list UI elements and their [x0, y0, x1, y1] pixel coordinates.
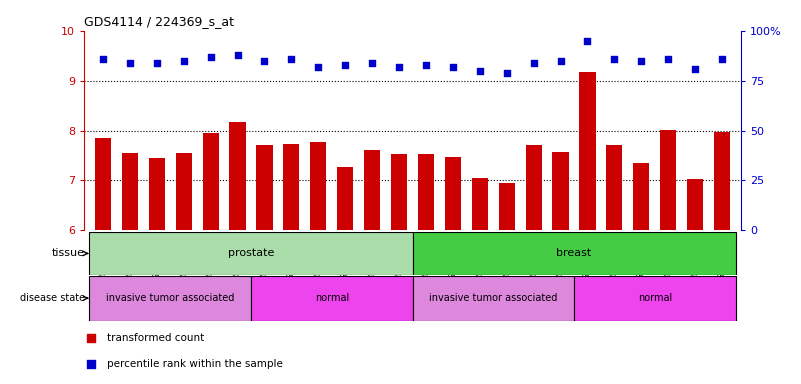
- Bar: [579, 72, 596, 230]
- Bar: [337, 167, 353, 230]
- Bar: [149, 158, 165, 230]
- Point: [608, 56, 621, 62]
- Bar: [634, 163, 650, 230]
- Bar: [606, 144, 622, 230]
- Point: [501, 70, 513, 76]
- Point: [473, 68, 486, 74]
- Bar: [251, 276, 413, 321]
- Point: [177, 58, 190, 64]
- Point: [554, 58, 567, 64]
- Bar: [418, 154, 434, 230]
- Bar: [687, 179, 703, 230]
- Bar: [122, 153, 138, 230]
- Point: [446, 64, 459, 70]
- Bar: [660, 129, 676, 230]
- Bar: [90, 232, 413, 275]
- Bar: [90, 276, 251, 321]
- Text: breast: breast: [557, 248, 592, 258]
- Bar: [413, 232, 735, 275]
- Point: [635, 58, 648, 64]
- Text: normal: normal: [315, 293, 349, 303]
- Bar: [574, 276, 735, 321]
- Point: [84, 334, 97, 341]
- Bar: [472, 179, 488, 230]
- Bar: [203, 133, 219, 230]
- Point: [366, 60, 379, 66]
- Bar: [413, 276, 574, 321]
- Text: transformed count: transformed count: [107, 333, 204, 343]
- Point: [689, 66, 702, 72]
- Bar: [310, 142, 326, 230]
- Point: [123, 60, 136, 66]
- Point: [527, 60, 540, 66]
- Bar: [445, 157, 461, 230]
- Text: percentile rank within the sample: percentile rank within the sample: [107, 359, 283, 369]
- Text: tissue: tissue: [51, 248, 88, 258]
- Bar: [525, 144, 541, 230]
- Bar: [256, 144, 272, 230]
- Bar: [229, 122, 246, 230]
- Point: [420, 61, 433, 68]
- Bar: [499, 183, 515, 230]
- Text: GDS4114 / 224369_s_at: GDS4114 / 224369_s_at: [84, 15, 234, 28]
- Point: [581, 38, 594, 44]
- Point: [312, 64, 324, 70]
- Bar: [391, 154, 407, 230]
- Bar: [553, 152, 569, 230]
- Text: prostate: prostate: [227, 248, 274, 258]
- Bar: [175, 153, 191, 230]
- Bar: [714, 132, 731, 230]
- Point: [97, 56, 110, 62]
- Text: invasive tumor associated: invasive tumor associated: [429, 293, 557, 303]
- Text: invasive tumor associated: invasive tumor associated: [106, 293, 235, 303]
- Point: [84, 361, 97, 367]
- Point: [204, 54, 217, 60]
- Point: [231, 51, 244, 58]
- Text: disease state: disease state: [19, 293, 88, 303]
- Bar: [364, 149, 380, 230]
- Bar: [284, 144, 300, 230]
- Point: [392, 64, 405, 70]
- Bar: [95, 138, 111, 230]
- Point: [715, 56, 728, 62]
- Point: [151, 60, 163, 66]
- Point: [285, 56, 298, 62]
- Text: normal: normal: [638, 293, 672, 303]
- Point: [258, 58, 271, 64]
- Point: [662, 56, 674, 62]
- Point: [339, 61, 352, 68]
